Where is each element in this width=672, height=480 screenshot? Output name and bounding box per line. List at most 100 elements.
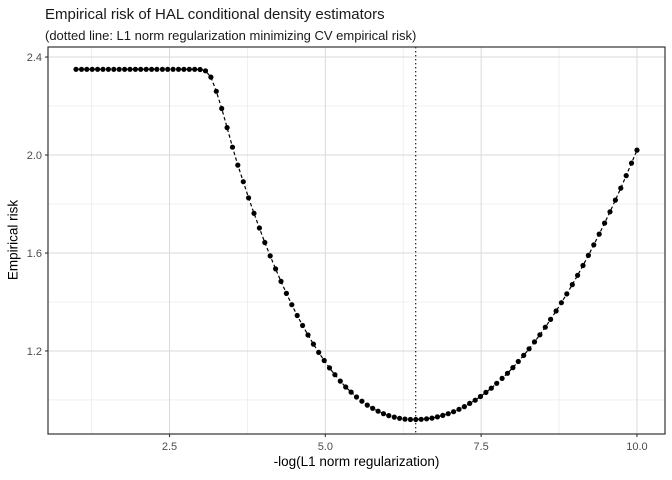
risk-point <box>531 339 538 345</box>
risk-point <box>623 173 629 179</box>
risk-point <box>326 365 333 371</box>
risk-point <box>391 414 397 420</box>
risk-point <box>515 358 521 365</box>
risk-point <box>494 380 500 386</box>
risk-point <box>208 74 214 80</box>
risk-point <box>159 66 165 72</box>
x-tick-label: 5.0 <box>318 441 333 453</box>
risk-point <box>413 416 419 423</box>
y-tick-label: 1.2 <box>27 346 42 358</box>
risk-point <box>483 389 489 395</box>
risk-point <box>451 409 457 415</box>
risk-point <box>564 291 570 297</box>
panel-border <box>47 46 666 435</box>
risk-point <box>424 416 430 422</box>
risk-point <box>548 316 554 322</box>
risk-point <box>364 402 370 408</box>
risk-point <box>246 195 252 201</box>
risk-point <box>477 393 484 400</box>
risk-point <box>73 66 79 72</box>
risk-point <box>105 66 111 72</box>
risk-point <box>262 239 268 246</box>
risk-point <box>300 322 306 329</box>
risk-point <box>310 341 316 347</box>
risk-point <box>149 66 155 72</box>
risk-point <box>359 398 365 404</box>
risk-point <box>273 266 279 272</box>
risk-point <box>585 252 592 258</box>
x-tick-label: 2.5 <box>162 441 177 453</box>
risk-point <box>256 225 262 231</box>
y-tick-label: 2.4 <box>27 52 42 64</box>
x-axis-title: -log(L1 norm regularization) <box>273 454 440 469</box>
risk-point <box>251 210 257 216</box>
risk-point <box>165 66 171 72</box>
risk-point <box>84 66 90 72</box>
risk-point <box>542 324 548 330</box>
y-axis-title: Empirical risk <box>5 199 21 281</box>
risk-point <box>397 415 403 421</box>
risk-point <box>122 66 128 72</box>
risk-point <box>132 66 138 72</box>
risk-point <box>521 352 527 358</box>
risk-point <box>321 357 327 364</box>
risk-point <box>95 66 101 72</box>
risk-point <box>499 375 505 381</box>
risk-point <box>213 88 219 94</box>
risk-point <box>634 147 640 153</box>
risk-point <box>402 416 408 422</box>
risk-point <box>337 378 343 384</box>
risk-point <box>526 346 532 352</box>
risk-point <box>343 384 349 390</box>
risk-point <box>175 66 182 72</box>
risk-point <box>332 372 338 378</box>
risk-point <box>558 300 565 306</box>
risk-point <box>283 290 289 296</box>
risk-point <box>240 179 246 185</box>
risk-point <box>348 389 354 395</box>
risk-point <box>596 231 602 237</box>
risk-point <box>553 308 559 314</box>
chart-title: Empirical risk of HAL conditional densit… <box>45 6 385 23</box>
risk-point <box>580 262 586 269</box>
risk-point <box>429 415 435 421</box>
risk-point <box>294 312 300 319</box>
risk-point <box>407 416 413 423</box>
risk-point <box>197 66 203 73</box>
risk-point <box>445 411 451 417</box>
risk-point <box>461 404 467 410</box>
risk-point <box>229 144 236 150</box>
risk-point <box>138 66 144 72</box>
risk-point <box>418 416 424 422</box>
risk-point <box>607 209 613 215</box>
risk-point <box>224 125 230 131</box>
risk-point <box>575 272 581 278</box>
risk-point <box>510 365 516 371</box>
risk-point <box>370 405 376 411</box>
risk-point <box>618 185 624 191</box>
risk-point <box>127 66 133 72</box>
risk-point <box>154 66 160 72</box>
risk-point <box>116 66 122 72</box>
chart-subtitle: (dotted line: L1 norm regularization min… <box>45 28 417 43</box>
risk-point <box>434 414 440 420</box>
risk-point <box>111 66 117 72</box>
risk-point <box>353 394 360 400</box>
risk-point <box>380 411 387 417</box>
risk-point <box>316 349 322 355</box>
risk-point <box>186 66 192 72</box>
x-tick-label: 10.0 <box>626 441 647 453</box>
risk-point <box>235 162 241 168</box>
risk-point <box>612 197 619 203</box>
risk-point <box>386 413 392 419</box>
risk-point <box>289 302 295 308</box>
risk-point <box>305 332 311 338</box>
risk-point <box>192 66 198 72</box>
risk-point <box>78 66 85 72</box>
x-tick-label: 7.5 <box>473 441 488 453</box>
panel-background <box>48 47 665 434</box>
risk-point <box>569 282 575 288</box>
risk-point <box>628 160 635 166</box>
